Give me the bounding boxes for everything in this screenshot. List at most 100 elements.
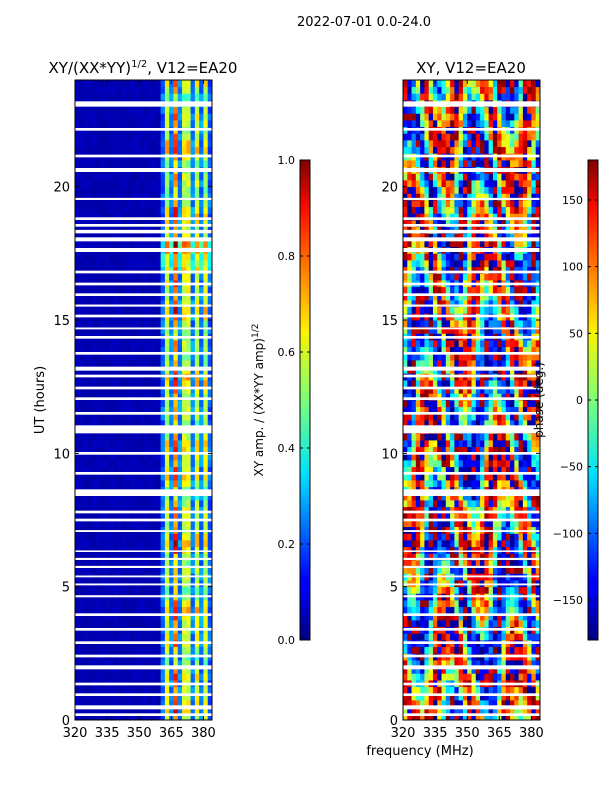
amplitude-cell bbox=[156, 320, 162, 328]
amplitude-cell bbox=[164, 240, 170, 248]
phase-cell bbox=[480, 453, 485, 461]
phase-cell bbox=[467, 380, 472, 388]
phase-cell bbox=[415, 566, 421, 574]
phase-cell bbox=[505, 693, 511, 701]
phase-cell bbox=[467, 420, 472, 428]
amplitude-cell bbox=[156, 106, 162, 114]
amplitude-cell bbox=[126, 706, 132, 714]
amplitude-cell bbox=[126, 120, 132, 128]
phase-cell bbox=[420, 633, 425, 641]
amplitude-cell bbox=[203, 413, 209, 421]
amplitude-cell bbox=[186, 646, 191, 654]
phase-cell bbox=[462, 686, 468, 694]
amplitude-cell bbox=[117, 273, 123, 281]
phase-cell bbox=[471, 606, 477, 614]
amplitude-cell bbox=[177, 660, 183, 668]
phase-cell bbox=[420, 393, 425, 401]
amplitude-cell bbox=[160, 300, 166, 308]
phase-cell bbox=[484, 500, 490, 508]
amplitude-cell bbox=[182, 686, 187, 694]
phase-cell bbox=[510, 433, 515, 441]
amplitude-cell bbox=[182, 613, 187, 621]
amplitude-cell bbox=[109, 693, 114, 701]
amplitude-cell bbox=[160, 460, 166, 468]
amplitude-cell bbox=[160, 700, 166, 708]
amplitude-cell bbox=[207, 306, 212, 314]
amplitude-cell bbox=[160, 446, 166, 454]
amplitude-cell bbox=[75, 673, 80, 681]
amplitude-x-tick-label: 365 bbox=[159, 726, 184, 741]
amplitude-cell bbox=[113, 613, 119, 621]
amplitude-cell bbox=[126, 606, 132, 614]
phase-cell bbox=[535, 700, 540, 708]
amplitude-cell bbox=[169, 500, 174, 508]
amplitude-cell bbox=[173, 686, 179, 694]
amplitude-cell bbox=[100, 613, 106, 621]
amplitude-cell bbox=[109, 300, 114, 308]
amplitude-cell bbox=[147, 660, 153, 668]
amplitude-cell bbox=[113, 480, 119, 488]
amplitude-cell bbox=[117, 113, 123, 121]
amplitude-cell bbox=[173, 433, 179, 441]
phase-cell bbox=[492, 500, 498, 508]
amplitude-cell bbox=[147, 540, 153, 548]
phase-cell bbox=[454, 533, 460, 541]
phase-cell bbox=[497, 546, 502, 554]
amplitude-cell bbox=[173, 80, 179, 88]
amplitude-cell bbox=[156, 666, 162, 674]
phase-cell bbox=[420, 546, 425, 554]
amplitude-cell bbox=[160, 380, 166, 388]
amplitude-y-tick-label: 0 bbox=[62, 714, 70, 729]
phase-cell bbox=[437, 646, 442, 654]
phase-cell bbox=[480, 346, 485, 354]
amplitude-gap bbox=[75, 270, 212, 274]
phase-cell bbox=[497, 586, 502, 594]
amplitude-cell bbox=[190, 646, 196, 654]
amplitude-cell bbox=[96, 446, 102, 454]
amplitude-cell bbox=[160, 633, 166, 641]
phase-cell bbox=[458, 460, 464, 468]
phase-cell bbox=[424, 553, 430, 561]
amplitude-cell bbox=[160, 440, 166, 448]
phase-cell bbox=[445, 440, 451, 448]
amplitude-cell bbox=[139, 453, 144, 461]
phase-cell bbox=[488, 380, 494, 388]
amplitude-cell bbox=[96, 206, 102, 214]
phase-cell bbox=[428, 353, 434, 361]
amplitude-cell bbox=[169, 340, 174, 348]
phase-cell bbox=[531, 400, 537, 408]
amplitude-cell bbox=[96, 473, 102, 481]
phase-cell bbox=[501, 506, 507, 514]
amplitude-cell bbox=[87, 466, 93, 474]
amplitude-cell bbox=[194, 340, 200, 348]
amplitude-cell bbox=[199, 400, 204, 408]
amplitude-cell bbox=[79, 466, 84, 474]
phase-cell bbox=[488, 606, 494, 614]
amplitude-cell bbox=[96, 433, 102, 441]
phase-cell bbox=[432, 620, 438, 628]
amplitude-cell bbox=[92, 133, 97, 141]
amplitude-cell bbox=[79, 106, 84, 114]
phase-cell bbox=[445, 586, 451, 594]
phase-cell bbox=[458, 446, 464, 454]
amplitude-cell bbox=[194, 173, 200, 181]
amplitude-cell bbox=[79, 273, 84, 281]
amplitude-cell bbox=[177, 86, 183, 94]
amplitude-cell bbox=[87, 286, 93, 294]
phase-cell bbox=[535, 480, 540, 488]
amplitude-cell bbox=[160, 600, 166, 608]
phase-cell bbox=[501, 420, 507, 428]
phase-cell bbox=[407, 633, 412, 641]
amplitude-cell bbox=[100, 260, 106, 268]
amplitude-cell bbox=[207, 533, 212, 541]
phase-cell bbox=[411, 433, 417, 441]
amplitude-cell bbox=[143, 660, 149, 668]
amplitude-cell bbox=[169, 133, 174, 141]
phase-cell bbox=[488, 693, 494, 701]
amplitude-cell bbox=[177, 220, 183, 228]
amplitude-cell bbox=[182, 253, 187, 261]
amplitude-cell bbox=[79, 360, 84, 368]
phase-cell bbox=[462, 706, 468, 714]
amplitude-cell bbox=[169, 666, 174, 674]
phase-cell bbox=[488, 713, 494, 720]
